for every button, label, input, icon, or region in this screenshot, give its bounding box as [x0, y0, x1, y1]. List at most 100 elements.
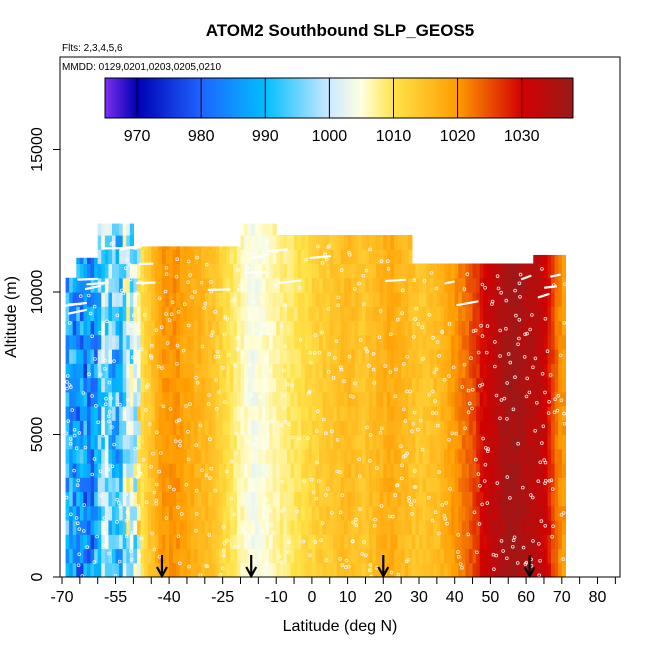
heatmap-cell [386, 391, 392, 407]
heatmap-cell [468, 520, 474, 535]
heatmap-cell [194, 491, 199, 507]
sample-point [195, 488, 199, 493]
heatmap-cell [554, 434, 559, 450]
heatmap-cell [561, 434, 566, 450]
heatmap-cell [518, 520, 524, 535]
heatmap-cell [543, 277, 549, 293]
heatmap-cell [326, 277, 331, 293]
heatmap-cell [219, 463, 224, 478]
heatmap-cell [447, 562, 452, 577]
heatmap-cell [154, 363, 159, 379]
heatmap-cell [222, 246, 227, 250]
sample-point [302, 479, 307, 483]
heatmap-cell [158, 334, 163, 350]
heatmap-cell [440, 420, 445, 436]
heatmap-cell [326, 292, 331, 307]
sample-point [368, 433, 373, 437]
heatmap-cell [515, 477, 520, 493]
heatmap-cell [169, 334, 174, 350]
heatmap-cell [419, 477, 424, 493]
heatmap-cell [394, 334, 399, 350]
heatmap-cell [461, 463, 467, 478]
heatmap-cell [251, 263, 256, 279]
heatmap-cell [551, 548, 556, 564]
heatmap-cell [194, 292, 199, 307]
heatmap-cell [429, 477, 434, 493]
sample-point [90, 334, 94, 339]
heatmap-cell [543, 334, 549, 350]
heatmap-cell [97, 520, 102, 535]
heatmap-cell [183, 562, 188, 577]
heatmap-cell [319, 306, 324, 322]
heatmap-cell [536, 254, 541, 265]
heatmap-cell [501, 377, 506, 393]
heatmap-cell [394, 434, 399, 450]
heatmap-cell [261, 223, 267, 236]
heatmap-cell [83, 334, 88, 350]
heatmap-cell [151, 306, 156, 322]
heatmap-cell [179, 548, 184, 564]
heatmap-cell [543, 377, 549, 393]
sample-point [379, 259, 384, 264]
heatmap-cell [247, 306, 252, 322]
heatmap-cell [219, 448, 224, 464]
sample-point [338, 556, 343, 561]
heatmap-cell [147, 246, 152, 250]
heatmap-cell [269, 420, 274, 436]
heatmap-cell [151, 520, 156, 535]
heatmap-cell [394, 448, 399, 464]
heatmap-cell [101, 520, 106, 535]
heatmap-cell [215, 320, 220, 336]
heatmap-cell [244, 463, 249, 478]
heatmap-cell [479, 306, 484, 322]
heatmap-cell [172, 320, 177, 336]
heatmap-cell [543, 306, 549, 322]
flight-leg-streak [84, 284, 102, 291]
sample-point [358, 338, 363, 342]
heatmap-cell [472, 477, 477, 493]
heatmap-cell [322, 477, 327, 493]
heatmap-cell [515, 448, 520, 464]
heatmap-cell [511, 448, 516, 464]
heatmap-cell [383, 406, 388, 421]
heatmap-cell [129, 463, 134, 478]
sample-point [156, 364, 161, 369]
heatmap-cell [101, 477, 106, 493]
heatmap-cell [365, 334, 370, 350]
heatmap-cell [251, 223, 256, 236]
sample-point [90, 394, 94, 398]
heatmap-cell [468, 377, 474, 393]
heatmap-cell [169, 420, 174, 436]
heatmap-cell [122, 434, 127, 450]
heatmap-cell [133, 434, 138, 450]
heatmap-cell [258, 463, 263, 478]
heatmap-cell [468, 263, 474, 279]
heatmap-cell [447, 263, 452, 279]
sample-point [335, 469, 339, 474]
heatmap-cell [376, 363, 381, 379]
heatmap-cell [108, 477, 113, 493]
x-tick-label: -55 [104, 589, 127, 606]
heatmap-cell [336, 349, 342, 364]
heatmap-cell [251, 562, 256, 577]
heatmap-cell [69, 562, 74, 577]
heatmap-cell [501, 363, 506, 379]
heatmap-cell [215, 349, 220, 364]
heatmap-cell [472, 520, 477, 535]
heatmap-cell [390, 292, 395, 307]
heatmap-cell [386, 520, 392, 535]
heatmap-cell [258, 548, 263, 564]
heatmap-cell [493, 377, 499, 393]
heatmap-cell [258, 434, 263, 450]
heatmap-cell [529, 520, 534, 535]
heatmap-cell [429, 562, 434, 577]
heatmap-cell [508, 420, 513, 436]
heatmap-cell [533, 548, 538, 564]
heatmap-cell [351, 520, 356, 535]
y-tick-label: 15000 [29, 127, 46, 172]
heatmap-cell [526, 477, 531, 493]
heatmap-cell [415, 306, 420, 322]
sample-point [76, 563, 81, 567]
heatmap-cell [272, 320, 277, 336]
heatmap-cell [561, 334, 566, 350]
